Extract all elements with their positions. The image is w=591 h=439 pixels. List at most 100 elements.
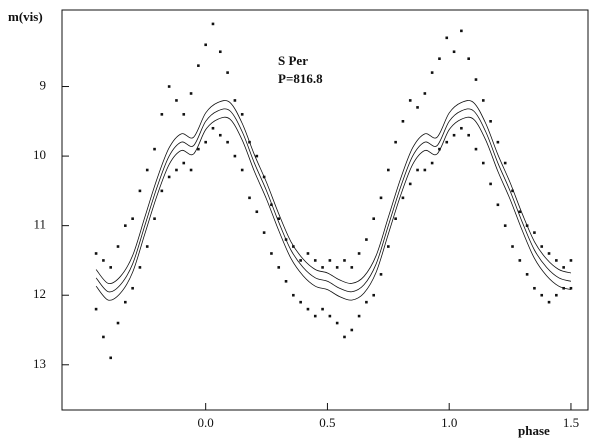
y-tick-label: 13 bbox=[33, 356, 46, 371]
fit-curve bbox=[95, 116, 572, 301]
data-point bbox=[496, 203, 500, 207]
data-point bbox=[124, 224, 127, 227]
data-point bbox=[321, 307, 324, 311]
data-point bbox=[401, 120, 405, 123]
data-point bbox=[460, 126, 463, 130]
annotation: S Per bbox=[278, 53, 308, 68]
data-point bbox=[394, 217, 397, 220]
data-point bbox=[131, 217, 134, 220]
data-point bbox=[116, 245, 120, 248]
x-tick-label: 0.5 bbox=[319, 415, 335, 430]
fit-curve bbox=[95, 100, 572, 285]
data-point bbox=[182, 161, 186, 165]
data-point bbox=[226, 71, 229, 74]
data-point bbox=[175, 99, 178, 102]
data-point bbox=[153, 147, 156, 151]
data-point bbox=[292, 293, 295, 297]
data-point bbox=[511, 189, 514, 193]
data-point bbox=[562, 286, 565, 290]
data-point bbox=[467, 57, 470, 60]
data-point bbox=[474, 147, 478, 151]
data-point bbox=[350, 266, 354, 269]
annotation: P=816.8 bbox=[278, 71, 323, 86]
data-point bbox=[474, 78, 478, 81]
data-point bbox=[343, 259, 346, 262]
data-point bbox=[167, 175, 171, 179]
data-point bbox=[109, 356, 113, 360]
data-point bbox=[109, 266, 113, 269]
data-point bbox=[189, 92, 193, 95]
data-point bbox=[189, 168, 193, 172]
data-point bbox=[313, 259, 317, 262]
data-point bbox=[306, 252, 310, 255]
data-point bbox=[94, 252, 98, 255]
data-point bbox=[204, 140, 207, 144]
data-point bbox=[335, 266, 339, 269]
data-point bbox=[555, 293, 558, 297]
data-point bbox=[306, 307, 310, 311]
data-point bbox=[102, 335, 105, 339]
data-point bbox=[328, 259, 332, 262]
data-point bbox=[423, 168, 427, 172]
data-point bbox=[452, 133, 456, 137]
data-point bbox=[503, 161, 507, 165]
data-point bbox=[562, 266, 565, 269]
data-point bbox=[233, 154, 237, 158]
data-point bbox=[284, 238, 288, 241]
data-point bbox=[379, 196, 383, 200]
data-point bbox=[430, 71, 434, 74]
data-point bbox=[197, 147, 200, 151]
data-point bbox=[423, 92, 427, 95]
data-point bbox=[387, 245, 390, 248]
data-point bbox=[503, 224, 507, 227]
data-point bbox=[452, 50, 456, 54]
data-point bbox=[277, 266, 281, 269]
data-point bbox=[533, 286, 536, 290]
data-point bbox=[518, 259, 522, 262]
data-point bbox=[496, 140, 500, 144]
data-point bbox=[270, 203, 273, 207]
data-point bbox=[262, 231, 266, 234]
data-point bbox=[547, 252, 551, 255]
data-point bbox=[481, 161, 485, 165]
y-tick-label: 10 bbox=[33, 147, 46, 162]
data-point bbox=[255, 154, 259, 158]
data-point bbox=[160, 113, 164, 116]
data-point bbox=[555, 259, 558, 262]
y-axis-label: m(vis) bbox=[8, 9, 43, 24]
data-point bbox=[160, 189, 164, 193]
data-point bbox=[438, 57, 441, 60]
data-point bbox=[481, 99, 485, 102]
data-point bbox=[511, 245, 514, 248]
data-point bbox=[533, 231, 536, 234]
data-point bbox=[131, 286, 134, 290]
data-point bbox=[350, 328, 354, 332]
data-point bbox=[197, 64, 200, 67]
data-point bbox=[445, 36, 449, 40]
fit-curve bbox=[95, 108, 572, 293]
y-tick-label: 11 bbox=[33, 217, 46, 232]
data-point bbox=[284, 280, 288, 283]
data-point bbox=[116, 321, 120, 325]
data-point bbox=[255, 210, 259, 214]
data-point bbox=[365, 300, 368, 304]
data-point bbox=[540, 245, 544, 248]
data-point bbox=[218, 50, 222, 54]
data-point bbox=[204, 43, 207, 47]
data-point bbox=[343, 335, 346, 339]
data-point bbox=[379, 273, 383, 276]
data-point bbox=[153, 217, 156, 220]
data-point bbox=[525, 224, 529, 227]
data-point bbox=[357, 314, 361, 318]
y-tick-label: 9 bbox=[40, 78, 47, 93]
data-point bbox=[321, 266, 324, 269]
data-point bbox=[569, 286, 573, 290]
data-point bbox=[226, 140, 229, 144]
data-point bbox=[467, 133, 470, 137]
data-point bbox=[525, 273, 529, 276]
data-point bbox=[218, 133, 222, 137]
data-point bbox=[167, 85, 171, 88]
y-tick-label: 12 bbox=[33, 286, 46, 301]
data-point bbox=[445, 140, 449, 144]
x-tick-label: 0.0 bbox=[198, 415, 214, 430]
